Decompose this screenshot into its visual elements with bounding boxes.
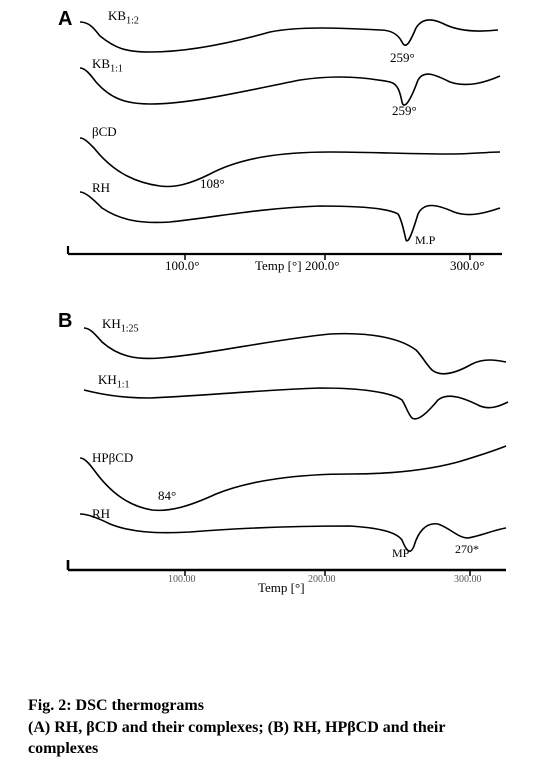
annot-bcd-108: 108° [200, 176, 225, 192]
label-kh125: KH1:25 [102, 316, 139, 335]
label-hpbcd: HPβCD [92, 450, 133, 466]
curve-kb11 [80, 68, 500, 105]
annot-rh-270: 270* [455, 542, 479, 557]
panel-b-letter: B [58, 310, 72, 333]
x-axis-label-a: Temp [°] [255, 258, 302, 274]
caption-body: (A) RH, βCD and their complexes; (B) RH,… [28, 717, 518, 760]
figure-caption: Fig. 2: DSC thermograms (A) RH, βCD and … [28, 695, 518, 760]
x-axis-label-b: Temp [°] [258, 580, 305, 596]
annot-kb12-259: 259° [390, 50, 415, 66]
panel-a: A KB1:2 KB1:1 βCD RH 259° 259° 108° M.P [40, 8, 520, 283]
panel-b: B KH1:25 KH1:1 HPβCD RH 84° MP 270* 100.… [40, 310, 520, 610]
annot-rh-mp-b: MP [392, 546, 409, 561]
caption-title: Fig. 2: DSC thermograms [28, 695, 518, 717]
figure-page: A KB1:2 KB1:1 βCD RH 259° 259° 108° M.P [0, 0, 545, 772]
curve-kh11 [84, 388, 508, 419]
xtick-a-3: 300.0° [450, 258, 484, 274]
curve-rh-a [80, 192, 500, 241]
label-kb12: KB1:2 [108, 8, 139, 27]
curve-hpbcd [80, 446, 506, 510]
annot-hpbcd-84: 84° [158, 488, 176, 504]
curve-kb12 [80, 20, 498, 52]
panel-a-svg [40, 8, 520, 283]
label-rh-b: RH [92, 506, 110, 522]
label-kb11: KB1:1 [92, 56, 123, 75]
curve-kh125 [84, 328, 506, 374]
annot-rh-mp-a: M.P [415, 233, 435, 248]
label-rh-a: RH [92, 180, 110, 196]
curve-rh-b [80, 514, 506, 551]
label-kh11: KH1:1 [98, 372, 130, 391]
label-bcd: βCD [92, 124, 117, 140]
xtick-a-2: 200.0° [305, 258, 339, 274]
annot-kb11-259: 259° [392, 103, 417, 119]
xtick-b-2: 200.00 [308, 574, 336, 585]
curve-bcd [80, 138, 500, 187]
xtick-b-1: 100.00 [168, 574, 196, 585]
xtick-b-3: 300.00 [454, 574, 482, 585]
panel-a-letter: A [58, 8, 72, 31]
xtick-a-1: 100.0° [165, 258, 199, 274]
